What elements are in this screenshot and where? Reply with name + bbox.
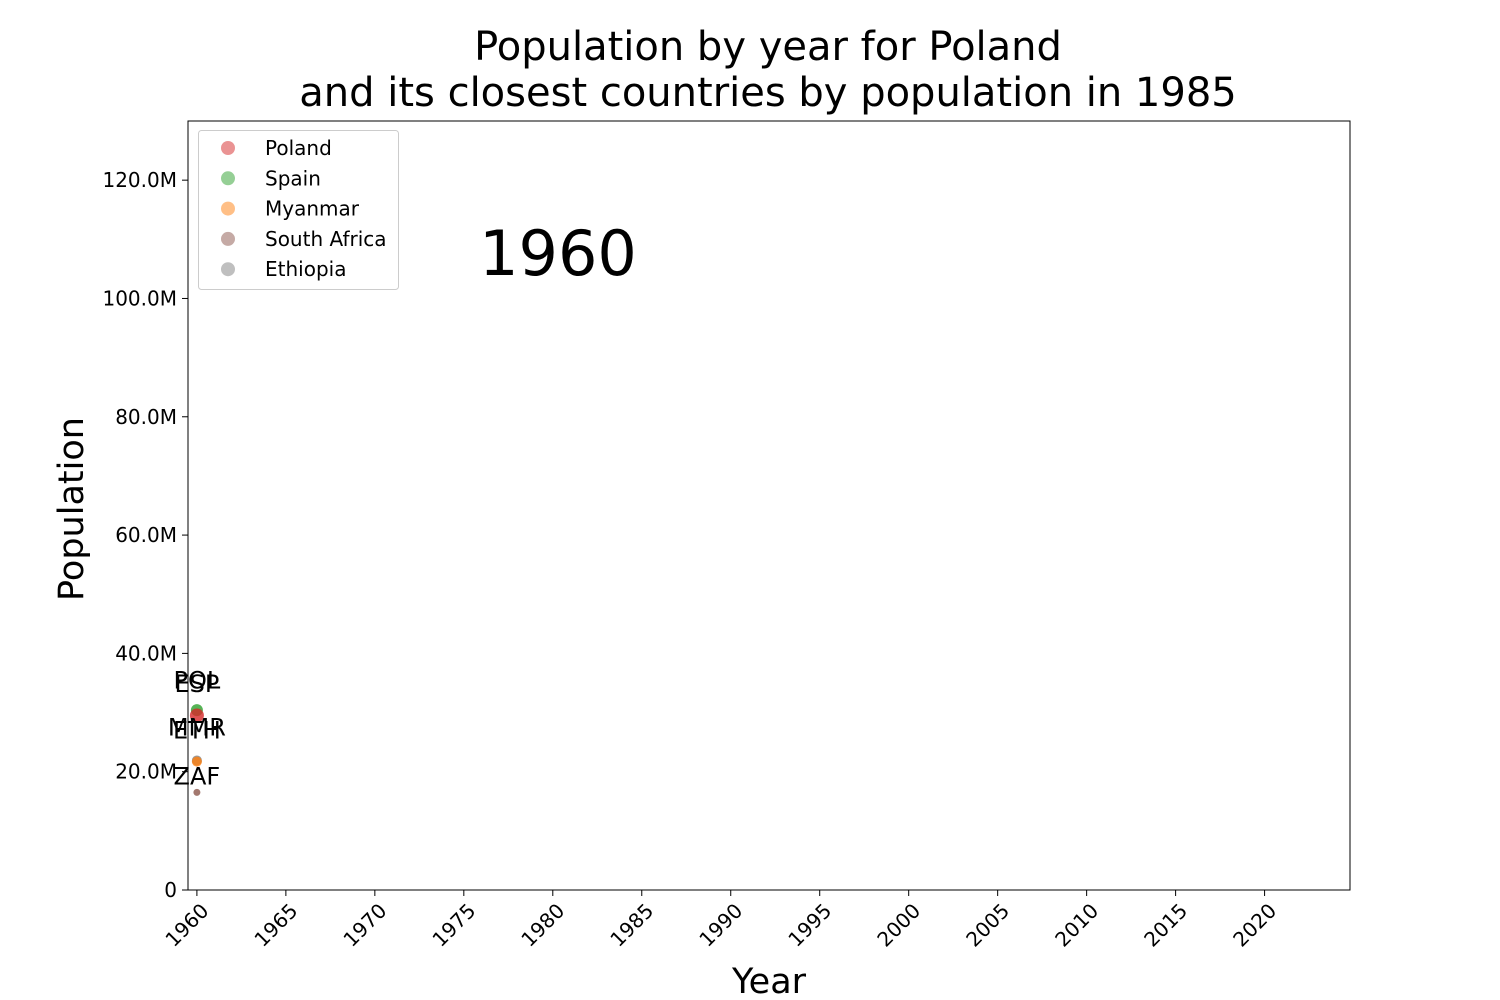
- x-tick-label: 2005: [961, 899, 1014, 952]
- y-tick-label: 100.0M: [102, 286, 177, 310]
- current-year-label: 1960: [479, 217, 637, 290]
- point-label-eth: ETH: [173, 716, 221, 744]
- x-axis-label: Year: [731, 962, 807, 1000]
- legend-box: [198, 130, 399, 290]
- legend-marker: [221, 262, 235, 277]
- x-tick-label: 2020: [1228, 899, 1281, 952]
- point-label-esp: ESP: [174, 670, 219, 698]
- point-label-mmr: MMR: [168, 714, 226, 742]
- y-tick-label: 60.0M: [115, 523, 177, 547]
- point-label-zaf: ZAF: [174, 762, 221, 790]
- legend-label: Ethiopia: [265, 257, 346, 281]
- legend-label: South Africa: [265, 227, 387, 251]
- legend-marker: [221, 231, 235, 246]
- legend-label: Spain: [265, 166, 321, 190]
- point-label-pol: POL: [174, 666, 221, 694]
- y-tick-label: 40.0M: [115, 641, 177, 665]
- x-tick-label: 1980: [516, 899, 569, 952]
- legend-label: Myanmar: [265, 197, 360, 221]
- y-axis-label: Population: [52, 417, 92, 601]
- x-tick-label: 1975: [427, 899, 480, 952]
- x-axis-ticks: 1960 1965 1970 1975 1980 1985 1990 1995 2000 2005…: [160, 890, 1281, 952]
- x-tick-label: 2000: [872, 899, 925, 952]
- point-south-africa: [193, 788, 201, 796]
- legend-label: Poland: [265, 136, 332, 160]
- legend-marker: [221, 141, 235, 155]
- x-tick-label: 1990: [694, 899, 747, 952]
- legend: Poland Spain Myanmar South Africa Ethiopia: [198, 130, 399, 290]
- y-tick-label: 120.0M: [102, 168, 177, 192]
- y-axis-ticks: 0 20.0M 40.0M 60.0M 80.0M 100.0M 120.0M: [102, 168, 188, 902]
- x-tick-label: 2015: [1139, 899, 1192, 952]
- x-tick-label: 1995: [783, 899, 836, 952]
- x-tick-label: 1965: [249, 899, 302, 952]
- chart-title-line-2: and its closest countries by population …: [299, 70, 1236, 116]
- y-tick-label: 20.0M: [115, 760, 177, 784]
- x-tick-label: 1985: [605, 899, 658, 952]
- y-tick-label: 80.0M: [115, 405, 177, 429]
- x-tick-label: 1960: [160, 899, 213, 952]
- point-myanmar: [191, 756, 202, 767]
- x-tick-label: 1970: [338, 899, 391, 952]
- chart-title-line-1: Population by year for Poland: [474, 24, 1062, 70]
- point-poland: [189, 708, 204, 723]
- data-points: [189, 704, 204, 796]
- x-tick-label: 2010: [1050, 899, 1103, 952]
- legend-marker: [221, 171, 235, 186]
- legend-marker: [221, 201, 235, 216]
- y-tick-label: 0: [164, 878, 177, 902]
